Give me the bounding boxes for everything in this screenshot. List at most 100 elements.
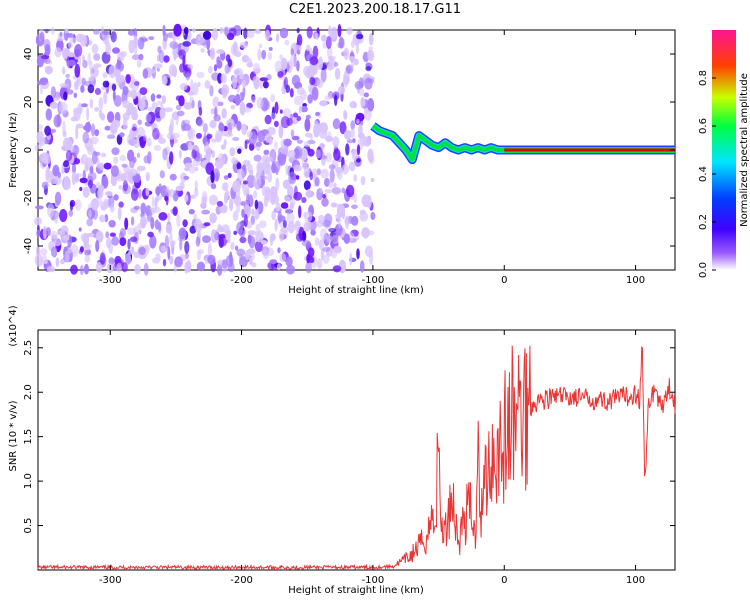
noise-blob	[94, 129, 100, 137]
noise-blob	[359, 211, 369, 222]
noise-blob	[283, 108, 291, 118]
noise-blob	[247, 230, 257, 236]
snr-y-ticks: 0.5 1.0 1.5 2.0 2.5	[23, 340, 675, 534]
noise-blob	[337, 214, 342, 229]
noise-blob	[42, 153, 51, 165]
noise-blob	[349, 252, 353, 266]
noise-blob	[367, 148, 374, 162]
noise-blob	[270, 196, 275, 206]
noise-blob	[108, 257, 115, 266]
noise-blob	[346, 184, 355, 198]
noise-blob	[310, 229, 316, 236]
noise-blob	[162, 258, 167, 267]
noise-blob	[230, 43, 239, 56]
noise-blob	[247, 248, 256, 255]
noise-blob	[264, 29, 270, 41]
noise-blob	[166, 132, 176, 140]
noise-blob	[90, 123, 96, 137]
noise-blob	[140, 216, 148, 227]
noise-blob	[83, 125, 91, 131]
noise-blob	[215, 172, 219, 182]
noise-blob	[196, 261, 206, 272]
colorbar-ticks: 0.0 0.2 0.4 0.6 0.8	[698, 70, 716, 278]
noise-blob	[131, 54, 141, 61]
noise-blob	[269, 259, 277, 264]
noise-blob	[59, 83, 69, 88]
noise-blob	[261, 185, 266, 196]
noise-blob	[343, 70, 350, 85]
noise-blob	[70, 264, 78, 275]
noise-blob	[192, 28, 196, 33]
noise-blob	[277, 71, 284, 78]
noise-blob	[296, 115, 302, 122]
noise-blob	[133, 35, 138, 49]
noise-blob	[138, 188, 142, 199]
noise-blob	[363, 92, 369, 98]
noise-blob	[295, 175, 300, 180]
x-tick-label: -200	[230, 275, 253, 286]
noise-blob	[220, 73, 227, 84]
noise-blob	[87, 84, 95, 94]
noise-blob	[301, 197, 307, 203]
noise-blob	[112, 47, 120, 54]
noise-blob	[247, 58, 253, 68]
noise-blob	[209, 212, 217, 224]
noise-blob	[308, 247, 315, 258]
noise-blob	[289, 202, 294, 210]
noise-blob	[148, 69, 156, 74]
noise-blob	[312, 45, 319, 59]
noise-blob	[259, 77, 269, 82]
noise-blob	[125, 74, 131, 84]
noise-blob	[134, 264, 141, 275]
noise-blob	[41, 181, 49, 189]
noise-blob	[145, 171, 150, 181]
noise-blob	[87, 52, 91, 66]
noise-blob	[129, 236, 138, 243]
noise-blob	[137, 119, 142, 125]
noise-blob	[44, 44, 51, 56]
noise-blob	[168, 188, 175, 198]
noise-blob	[150, 217, 155, 230]
spectrogram-ridge	[370, 122, 675, 165]
noise-blob	[93, 53, 101, 61]
colorbar-gradient	[712, 30, 736, 270]
noise-blob	[116, 262, 122, 273]
noise-blob	[231, 157, 238, 165]
noise-blob	[136, 165, 146, 172]
noise-blob	[296, 60, 300, 72]
noise-blob	[298, 105, 302, 114]
noise-blob	[217, 153, 226, 167]
noise-blob	[82, 59, 88, 69]
noise-blob	[104, 125, 111, 131]
noise-blob	[35, 245, 41, 257]
noise-blob	[311, 86, 319, 101]
noise-blob	[291, 74, 301, 87]
noise-blob	[174, 256, 183, 268]
noise-blob	[236, 120, 242, 132]
noise-blob	[246, 130, 253, 138]
noise-blob	[196, 250, 201, 261]
noise-blob	[211, 150, 215, 158]
noise-blob	[34, 217, 42, 226]
noise-blob	[84, 263, 89, 275]
noise-blob	[155, 197, 160, 203]
noise-blob	[255, 230, 264, 243]
figure-title: C2E1.2023.200.18.17.G11	[288, 2, 462, 17]
noise-blob	[305, 261, 312, 274]
noise-blob	[363, 229, 368, 240]
noise-blob	[119, 132, 125, 138]
noise-blob	[274, 218, 278, 231]
noise-blob	[104, 191, 113, 197]
noise-blob	[200, 48, 205, 53]
noise-blob	[213, 114, 221, 122]
noise-blob	[156, 94, 162, 99]
noise-blob	[169, 173, 177, 181]
noise-blob	[122, 100, 130, 109]
noise-blob	[54, 47, 62, 58]
noise-blob	[279, 228, 284, 242]
noise-blob	[234, 195, 242, 206]
noise-blob	[194, 166, 199, 172]
noise-blob	[172, 206, 178, 216]
noise-blob	[277, 247, 281, 254]
noise-blob	[319, 155, 328, 160]
